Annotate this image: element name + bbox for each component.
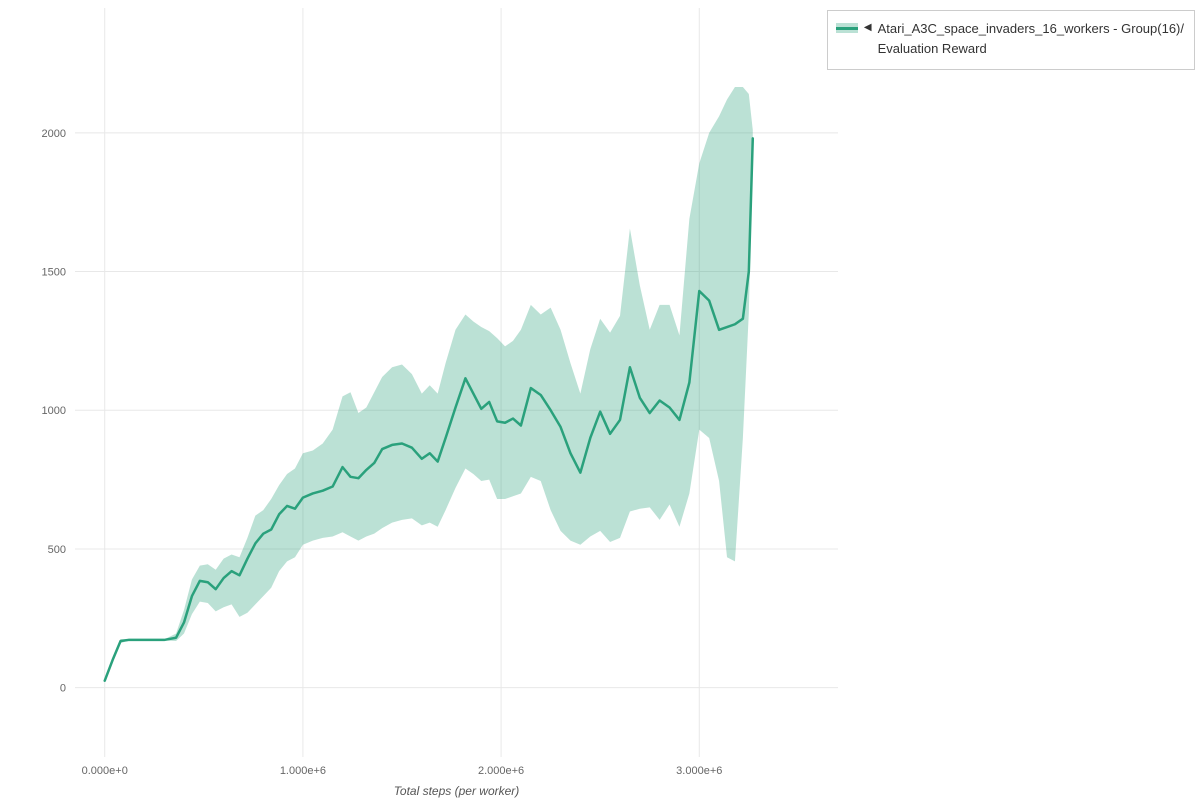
y-tick-label: 2000 <box>42 128 66 140</box>
mean-line <box>103 137 755 682</box>
legend-metric-name: Evaluation Reward <box>877 41 987 57</box>
y-tick-label: 0 <box>60 683 66 695</box>
legend[interactable]: ◀ Atari_A3C_space_invaders_16_workers - … <box>826 10 1195 71</box>
x-tick-label: 3.000e+6 <box>676 765 722 777</box>
x-axis-title: Total steps (per worker) <box>394 784 520 798</box>
confidence-band <box>104 87 753 683</box>
x-tick-label: 1.000e+6 <box>280 765 326 777</box>
y-tick-label: 500 <box>48 544 66 556</box>
y-tick-label: 1500 <box>42 267 66 279</box>
series-glyph-icon <box>835 23 858 33</box>
legend-triangle-icon: ◀ <box>863 22 872 33</box>
y-tick-label: 1000 <box>42 405 66 417</box>
x-tick-label: 2.000e+6 <box>478 765 524 777</box>
legend-series-name: Atari_A3C_space_invaders_16_workers - Gr… <box>877 21 1184 36</box>
legend-text: Atari_A3C_space_invaders_16_workers - Gr… <box>878 19 1184 59</box>
series-glyph-line <box>835 26 858 30</box>
x-tick-label: 0.000e+0 <box>82 765 128 777</box>
